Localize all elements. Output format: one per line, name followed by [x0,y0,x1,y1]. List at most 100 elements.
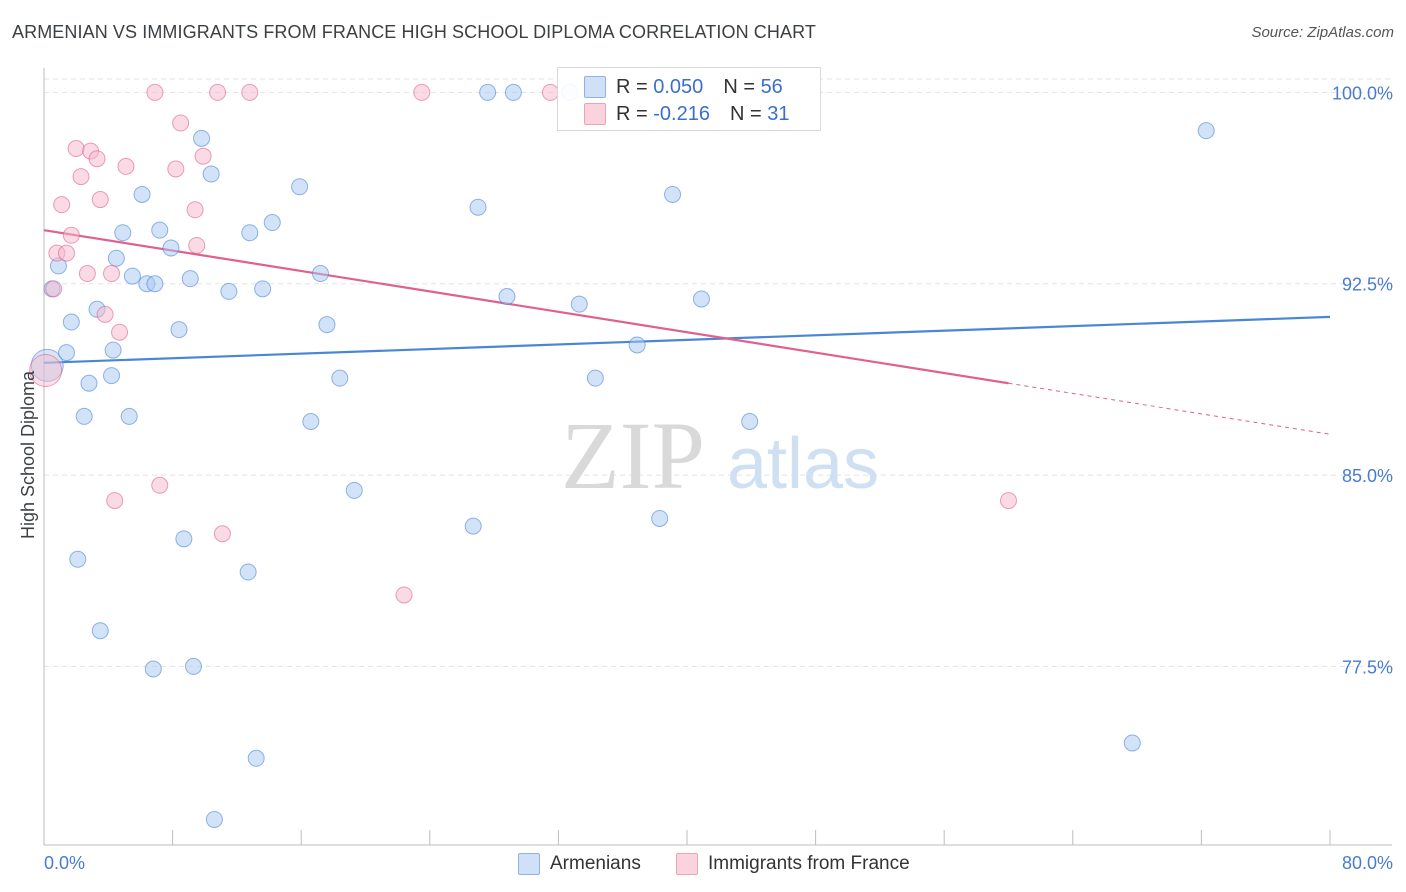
france-point [117,157,135,175]
legend-r-value: 0.050 [653,75,704,98]
france-point [172,114,190,132]
france-trend-line [43,229,1009,385]
armenian-point [202,165,220,183]
france-point [395,586,413,604]
france-point [186,201,204,219]
armenian-point [107,249,125,267]
armenian-point [220,282,238,300]
tick-labels: 77.5% 85.0% 92.5% 100.0% 0.0% 80.0% [44,83,1393,873]
armenian-point [162,239,180,257]
armenian-point [247,749,265,767]
france-point [151,476,169,494]
france-point [78,265,96,283]
source-label: Source: ZipAtlas.com [1251,24,1394,41]
trend-lines [43,229,1331,435]
armenian-point [69,550,87,568]
france-point [62,226,80,244]
armenian-point [479,83,497,101]
armenian-point [464,517,482,535]
armenian-point [570,295,588,313]
armenian-point [91,622,109,640]
armenian-point [469,198,487,216]
y-tick-label: 92.5% [1342,275,1393,295]
armenian-point [175,530,193,548]
france-point [53,196,71,214]
france-point [91,191,109,209]
armenian-point [58,344,76,362]
armenian-point [146,275,164,293]
france-point [213,525,231,543]
armenian-point [1197,122,1215,140]
bottom-legend-armenians: Armenians [518,852,641,876]
chart-title: ARMENIAN VS IMMIGRANTS FROM FRANCE HIGH … [12,22,816,42]
france-point [29,353,63,387]
bottom-legend-label: Armenians [550,853,641,874]
armenian-point [1123,734,1141,752]
armenian-point [80,374,98,392]
armenian-point [104,341,122,359]
legend-r-label: R = [616,75,648,98]
france-point [541,83,559,101]
armenian-point [254,280,272,298]
axes [43,68,1392,846]
bottom-legend-label: Immigrants from France [708,853,910,874]
armenian-point [120,407,138,425]
france-point [67,140,85,158]
armenian-point [692,290,710,308]
data-points [29,83,1215,828]
armenian-point [114,224,132,242]
armenian-point [664,185,682,203]
france-point [88,150,106,168]
armenian-point [318,316,336,334]
armenian-point [302,413,320,431]
armenian-point [651,509,669,527]
armenian-point [741,413,759,431]
y-tick-label: 85.0% [1342,466,1393,486]
armenian-point [62,313,80,331]
legend-n-label: N = [729,102,762,125]
france-point [209,83,227,101]
legend-n-label: N = [723,75,755,98]
armenian-point [241,224,259,242]
armenian-point [239,563,257,581]
armenian-point [193,129,211,147]
legend-r-value: -0.216 [653,102,710,125]
legend-n-value: 31 [767,102,790,125]
legend-swatch-armenians [584,76,606,98]
watermark: ZIP atlas [561,402,879,509]
watermark-zip: ZIP [561,402,705,509]
armenian-point [331,369,349,387]
legend-row-france: R = -0.216 N = 31 [616,101,789,127]
armenian-point [628,336,646,354]
bottom-legend-france: Immigrants from France [676,852,910,876]
armenian-point [103,367,121,385]
france-point [413,83,431,101]
france-point [96,305,114,323]
legend-r-label: R = [616,102,648,125]
armenian-trend-line [43,315,1331,364]
armenian-point [184,657,202,675]
armenian-point [170,321,188,339]
armenian-point [144,660,162,678]
armenian-point [263,214,281,232]
france-point [72,168,90,186]
armenian-point [133,185,151,203]
armenian-point [181,270,199,288]
france-point [111,323,129,341]
armenian-point [75,407,93,425]
france-point [1000,492,1017,510]
y-tick-label: 100.0% [1332,83,1393,103]
legend-swatch-france [584,103,606,125]
armenian-point [151,221,169,239]
france-point [58,244,76,262]
france-point [45,280,63,298]
france-point [167,160,185,178]
bottom-legend-swatch [518,853,540,875]
france-trend-extension [1008,382,1331,435]
france-point [146,83,164,101]
armenian-point [291,178,309,196]
france-point [194,147,212,165]
armenian-point [123,267,141,285]
armenian-point [345,481,363,499]
